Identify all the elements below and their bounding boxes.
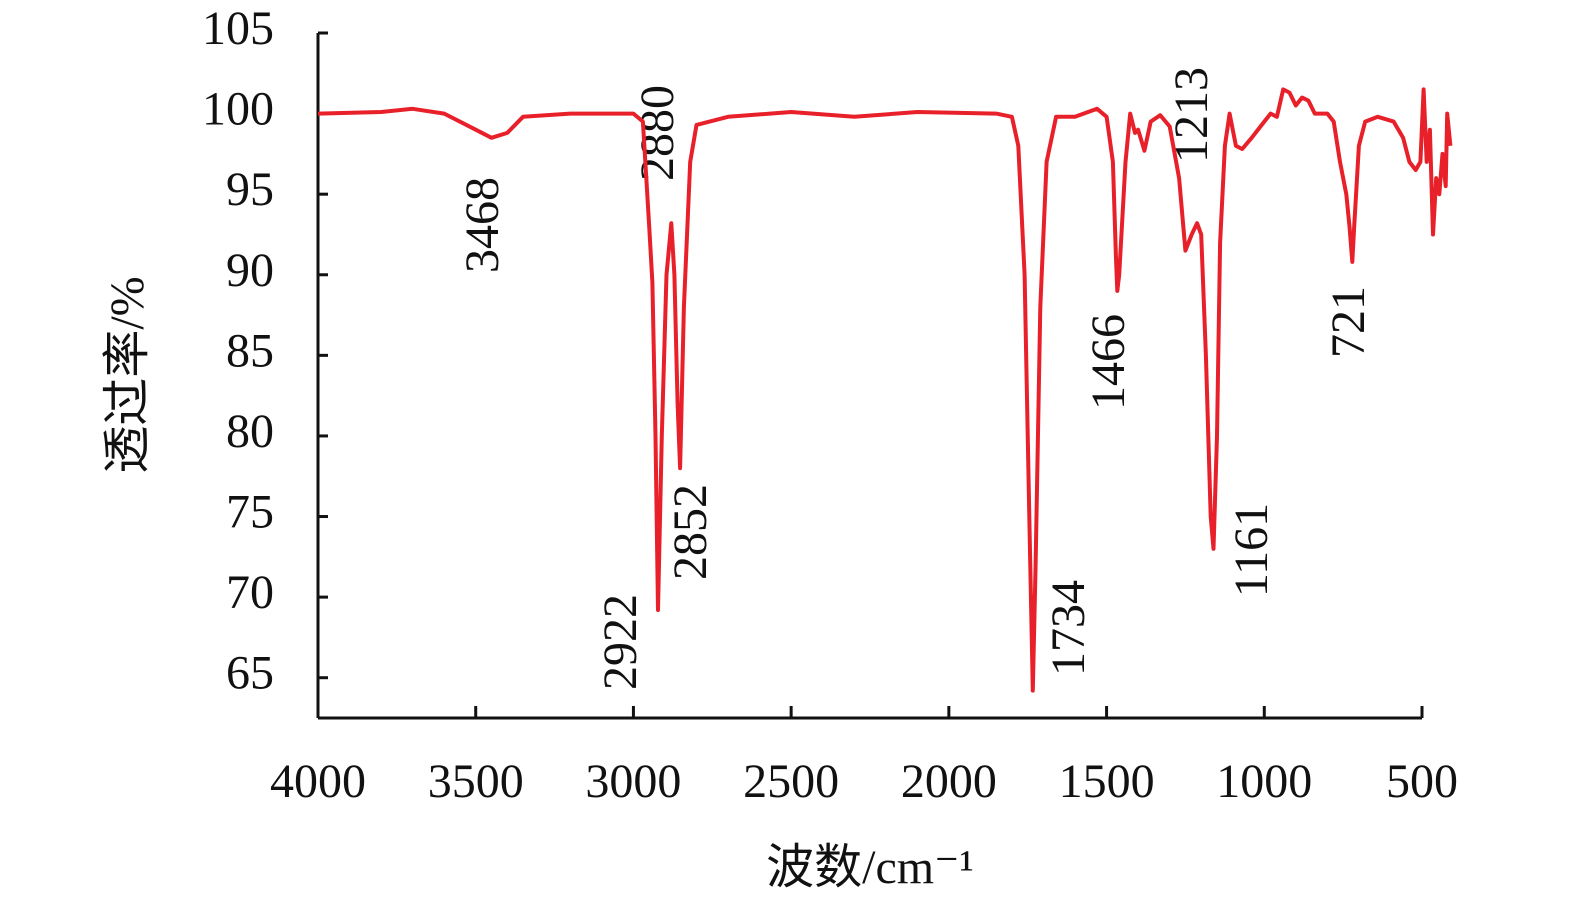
y-tick-label: 65 [226, 647, 274, 700]
peak-label: 2922 [594, 594, 647, 690]
x-tick-label: 2500 [743, 755, 839, 808]
x-tick-label: 1500 [1059, 755, 1155, 808]
y-tick-label: 70 [226, 566, 274, 619]
x-tick-label: 3500 [428, 755, 524, 808]
y-axis-label: 透过率/% [101, 276, 154, 473]
y-tick-label: 90 [226, 244, 274, 297]
x-tick-label: 1000 [1216, 755, 1312, 808]
peak-label: 2852 [664, 484, 717, 580]
spectrum-line [317, 87, 1453, 693]
y-tick-label: 85 [226, 324, 274, 377]
peak-label: 1466 [1082, 314, 1135, 410]
x-tick-label: 3000 [585, 755, 681, 808]
peak-label: 2880 [631, 85, 684, 181]
x-axis-label: 波数/cm⁻¹ [766, 841, 974, 894]
y-tick-label: 100 [202, 83, 274, 136]
y-tick-label: 105 [202, 2, 274, 55]
peak-label: 721 [1322, 286, 1375, 358]
y-tick-label: 75 [226, 486, 274, 539]
peak-label: 1161 [1225, 503, 1278, 597]
y-tick-label: 80 [226, 405, 274, 458]
x-tick-label: 4000 [270, 755, 366, 808]
y-tick-label: 95 [226, 163, 274, 216]
x-tick-label: 500 [1386, 755, 1458, 808]
peak-label: 1734 [1042, 580, 1095, 676]
x-tick-label: 2000 [901, 755, 997, 808]
peak-label: 3468 [456, 177, 509, 273]
